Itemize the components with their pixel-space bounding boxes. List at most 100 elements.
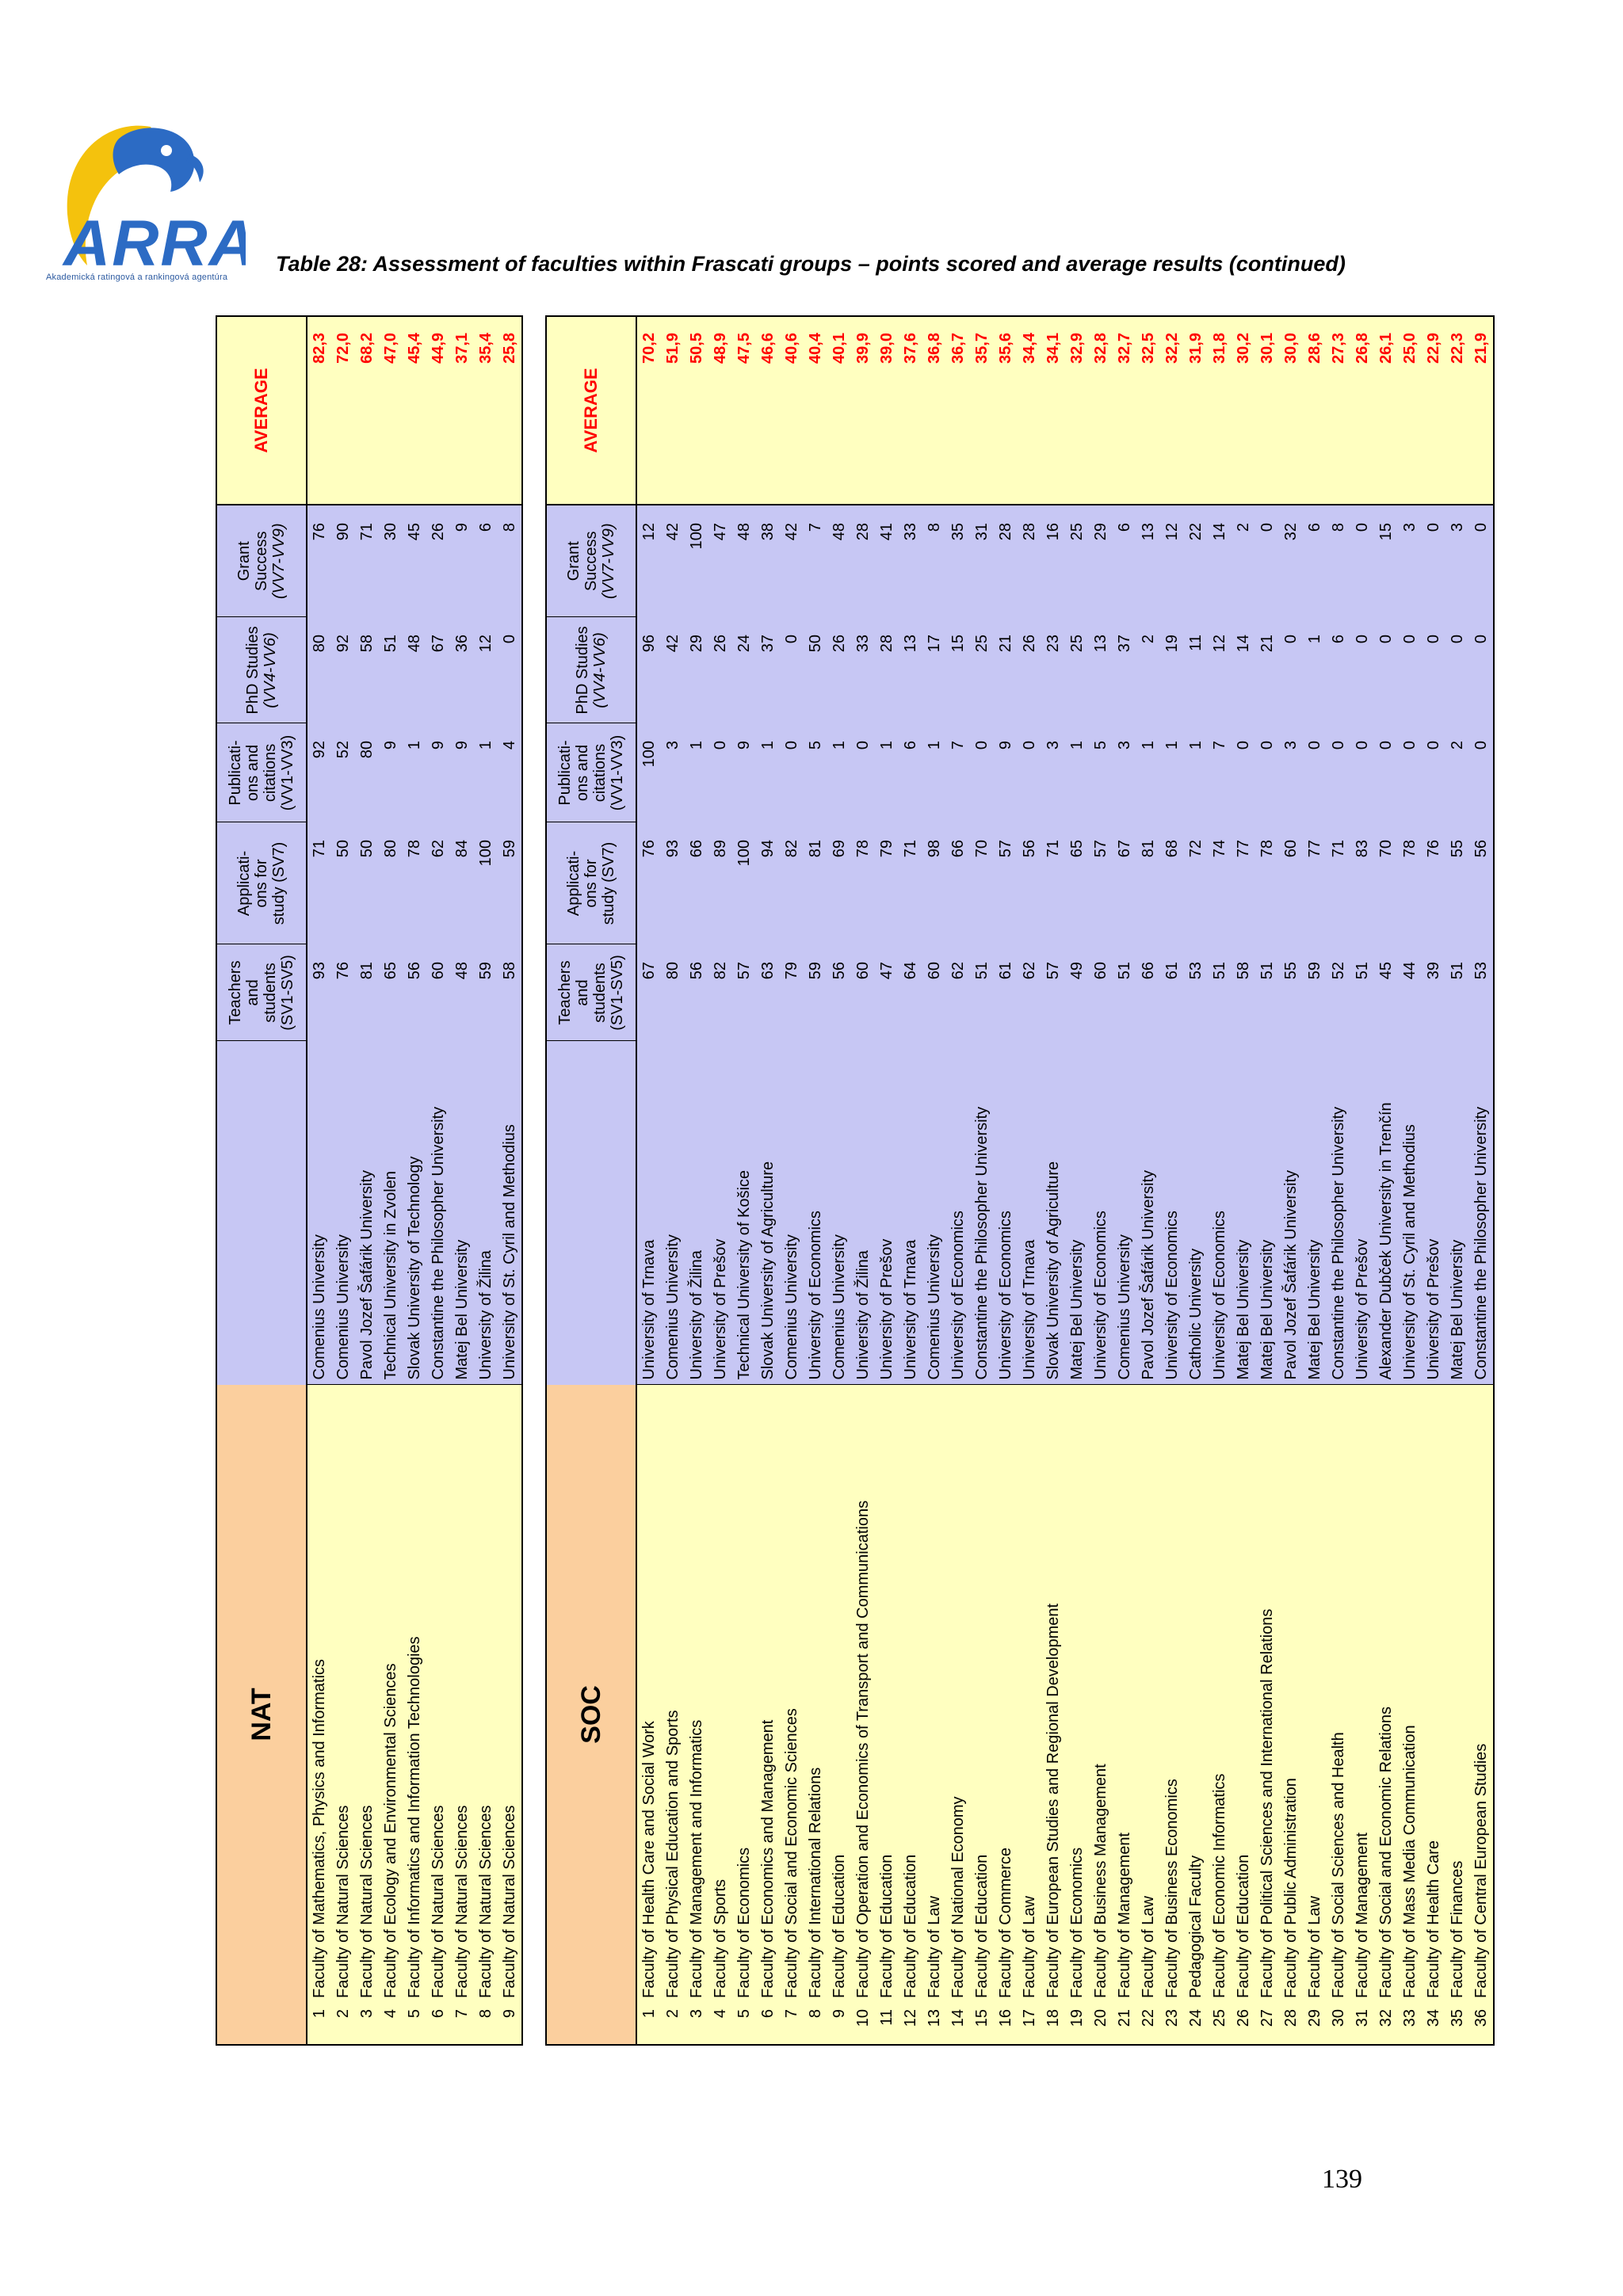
row-number: 26 <box>1232 2003 1255 2044</box>
teachers-score: 66 <box>1136 944 1160 1041</box>
row-number: 5 <box>403 2003 426 2044</box>
teachers-score: 58 <box>498 944 521 1041</box>
phd-score: 33 <box>851 617 875 723</box>
phd-score: 12 <box>1208 617 1232 723</box>
applications-score: 100 <box>732 822 756 944</box>
average-score: 22,3 <box>1445 317 1469 505</box>
faculty-name: Faculty of Informatics and Information T… <box>403 1384 426 2003</box>
phd-score: 36 <box>450 616 474 723</box>
row-number: 17 <box>1018 2003 1041 2044</box>
table-row: 9 Faculty of Education Comenius University… <box>827 317 851 2044</box>
table-row: 7 Faculty of Natural Sciences Matej Bel Un… <box>450 316 474 2044</box>
publications-score: 0 <box>1469 723 1493 822</box>
applications-score: 71 <box>1327 822 1350 944</box>
publications-score: 3 <box>1041 723 1065 822</box>
table-row: 11 Faculty of Education University of Preš… <box>875 317 899 2044</box>
table-row: 21 Faculty of Management Comenius Universi… <box>1113 317 1136 2044</box>
row-number: 27 <box>1255 2003 1279 2044</box>
publications-score: 0 <box>1255 723 1279 822</box>
phd-score: 1 <box>1303 617 1327 723</box>
row-number: 3 <box>685 2003 708 2044</box>
publications-score: 9 <box>426 723 450 822</box>
teachers-score: 52 <box>1327 944 1350 1041</box>
grant-score: 13 <box>1136 505 1160 617</box>
soc-teachers-header: Teachers and students (SV1-SV5) <box>547 944 636 1041</box>
faculty-name: Faculty of Education <box>1232 1385 1255 2003</box>
publications-score: 0 <box>851 723 875 822</box>
teachers-score: 45 <box>1374 944 1398 1041</box>
phd-score: 26 <box>827 617 851 723</box>
average-score: 21,9 <box>1469 317 1493 505</box>
applications-score: 68 <box>1160 822 1184 944</box>
phd-score: 0 <box>1279 617 1303 723</box>
applications-score: 81 <box>1136 822 1160 944</box>
grant-score: 6 <box>1113 505 1136 617</box>
row-number: 4 <box>708 2003 732 2044</box>
table-row: 4 Faculty of Ecology and Environmental Sc… <box>379 316 403 2044</box>
nat-average-header: AVERAGE <box>217 316 307 505</box>
applications-score: 70 <box>1374 822 1398 944</box>
publications-score: 3 <box>661 723 685 822</box>
grant-score: 3 <box>1398 505 1422 617</box>
publications-score: 5 <box>1089 723 1113 822</box>
table-row: 8 Faculty of International Relations Unive… <box>804 317 827 2044</box>
university-name: University of Trnava <box>1018 1041 1041 1385</box>
faculty-name: Faculty of International Relations <box>804 1385 827 2003</box>
average-score: 34,4 <box>1018 317 1041 505</box>
university-name: Technical University of Košice <box>732 1041 756 1385</box>
soc-table-wrapper: SOC Teachers and students (SV1-SV5) Applica… <box>545 314 1495 2047</box>
row-number: 12 <box>899 2003 922 2044</box>
teachers-score: 62 <box>1018 944 1041 1041</box>
phd-score: 25 <box>970 617 994 723</box>
applications-score: 66 <box>685 822 708 944</box>
arra-logo: ARRA <box>62 125 246 280</box>
grant-score: 15 <box>1374 505 1398 617</box>
publications-score: 1 <box>685 723 708 822</box>
teachers-score: 55 <box>1279 944 1303 1041</box>
publications-score: 0 <box>970 723 994 822</box>
nat-teachers-header: Teachers and students (SV1-SV5) <box>217 944 307 1041</box>
nat-university-header <box>217 1040 307 1385</box>
grant-score: 3 <box>1445 505 1469 617</box>
teachers-score: 39 <box>1422 944 1445 1041</box>
table-row: 27 Faculty of Political Sciences and Inte… <box>1255 317 1279 2044</box>
grant-score: 31 <box>970 505 994 617</box>
grant-score: 29 <box>1089 505 1113 617</box>
university-name: Pavol Jozef Šafárik University <box>1279 1041 1303 1385</box>
university-name: University of Prešov <box>1422 1041 1445 1385</box>
faculty-name: Faculty of Social and Economic Sciences <box>780 1385 804 2003</box>
row-number: 15 <box>970 2003 994 2044</box>
row-number: 7 <box>450 2003 474 2044</box>
row-number: 9 <box>498 2003 521 2044</box>
average-score: 32,5 <box>1136 317 1160 505</box>
average-score: 51,9 <box>661 317 685 505</box>
teachers-score: 57 <box>732 944 756 1041</box>
grant-score: 28 <box>851 505 875 617</box>
grant-score: 2 <box>1232 505 1255 617</box>
table-row: 25 Faculty of Economic Informatics Univers… <box>1208 317 1232 2044</box>
university-name: Comenius University <box>827 1041 851 1385</box>
parrot-body-shape <box>67 125 170 265</box>
publications-score: 1 <box>1136 723 1160 822</box>
university-name: University of Trnava <box>899 1041 922 1385</box>
table-row: 3 Faculty of Management and Informatics Un… <box>685 317 708 2044</box>
table-row: 17 Faculty of Law University of Trnava 62 56… <box>1018 317 1041 2044</box>
faculty-name: Faculty of Law <box>1136 1385 1160 2003</box>
nat-group-label: NAT <box>217 1384 307 2044</box>
teachers-score: 44 <box>1398 944 1422 1041</box>
publications-score: 0 <box>1327 723 1350 822</box>
grant-score: 7 <box>804 505 827 617</box>
publications-score: 9 <box>379 723 403 822</box>
table-row: 16 Faculty of Commerce University of Econo… <box>994 317 1018 2044</box>
university-name: Pavol Jozef Šafárik University <box>355 1040 379 1385</box>
phd-score: 80 <box>307 616 331 723</box>
table-row: 20 Faculty of Business Management Universi… <box>1089 317 1113 2044</box>
university-name: Constantine the Philosopher University <box>426 1040 450 1385</box>
publications-score: 0 <box>1232 723 1255 822</box>
publications-score: 5 <box>804 723 827 822</box>
university-name: University of Prešov <box>1350 1041 1374 1385</box>
average-score: 37,6 <box>899 317 922 505</box>
table-row: 24 Pedagogical Faculty Catholic University… <box>1184 317 1208 2044</box>
phd-score: 19 <box>1160 617 1184 723</box>
faculty-name: Faculty of Economic Informatics <box>1208 1385 1232 2003</box>
